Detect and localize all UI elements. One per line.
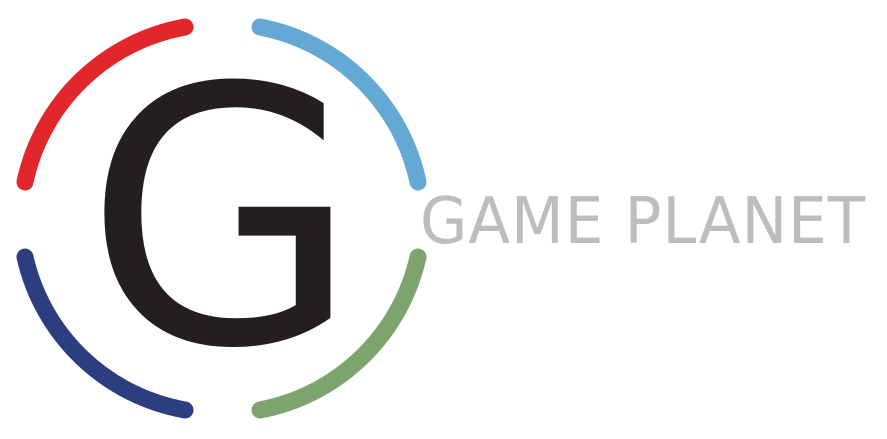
arc-top-right bbox=[251, 18, 427, 191]
arc-bottom-left bbox=[16, 248, 194, 419]
wordmark-text: GAME PLANET bbox=[420, 185, 866, 259]
arc-bottom-right bbox=[251, 248, 427, 419]
arc-top-left bbox=[16, 18, 194, 191]
monogram-letter: G bbox=[84, 12, 359, 426]
